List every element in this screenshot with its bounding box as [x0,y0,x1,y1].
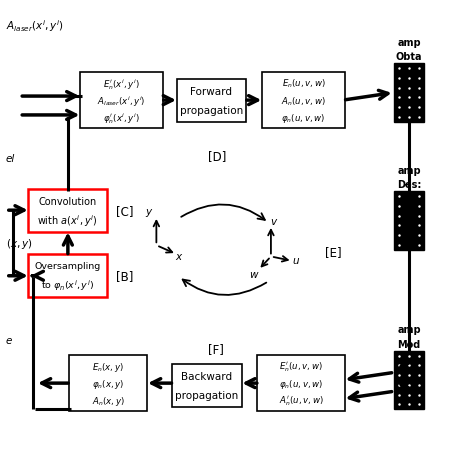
Text: propagation: propagation [175,390,238,400]
Bar [394,192,423,250]
Text: amp: amp [396,37,420,47]
Text: $u$: $u$ [291,255,299,266]
Text: Mod: Mod [396,339,420,349]
Text: $y$: $y$ [145,206,153,218]
Text: $A_{laser}(x^i,y^i)$: $A_{laser}(x^i,y^i)$ [97,94,146,108]
FancyBboxPatch shape [28,255,107,297]
Text: to $\varphi_n(x^i,y^i)$: to $\varphi_n(x^i,y^i)$ [41,278,94,293]
Text: $x$: $x$ [175,252,184,262]
Text: with $a(x^i,y^i)$: with $a(x^i,y^i)$ [37,212,97,228]
Text: propagation: propagation [179,106,243,115]
Text: $v$: $v$ [270,216,278,226]
Text: Backward: Backward [181,371,232,381]
Text: $E^{\prime}_n(x^i,y^i)$: $E^{\prime}_n(x^i,y^i)$ [103,77,140,92]
FancyBboxPatch shape [176,80,246,122]
Text: $\varphi_n(u,v,w)$: $\varphi_n(u,v,w)$ [279,377,322,390]
FancyBboxPatch shape [69,355,147,411]
Text: [E]: [E] [324,246,341,259]
Text: Oversampling: Oversampling [34,262,101,271]
Text: $\varphi_n(u,v,w)$: $\varphi_n(u,v,w)$ [281,112,325,125]
FancyBboxPatch shape [262,73,344,129]
Text: [D]: [D] [207,150,226,162]
Text: $E_n(x,y)$: $E_n(x,y)$ [92,360,124,373]
Text: e: e [6,335,12,345]
Text: [F]: [F] [207,342,223,355]
Text: $A^{\prime}_n(u,v,w)$: $A^{\prime}_n(u,v,w)$ [278,394,323,407]
Text: [B]: [B] [116,270,133,283]
Text: el: el [6,153,15,163]
Text: $A_n(x,y)$: $A_n(x,y)$ [92,394,124,407]
Text: Obta: Obta [395,52,421,62]
Text: $E^{\prime}_n(u,v,w)$: $E^{\prime}_n(u,v,w)$ [279,359,322,373]
Text: [C]: [C] [116,204,133,217]
Text: amp: amp [396,166,420,175]
Text: $w$: $w$ [248,270,258,280]
Text: $(x,y)$: $(x,y)$ [6,236,32,250]
Text: $\varphi^{\prime}_n(x^i,y^i)$: $\varphi^{\prime}_n(x^i,y^i)$ [103,111,140,126]
Bar [394,64,423,122]
Text: Des:: Des: [396,179,420,189]
FancyBboxPatch shape [172,364,241,407]
Text: Forward: Forward [190,87,232,97]
Text: $A_n(u,v,w)$: $A_n(u,v,w)$ [281,95,325,107]
FancyBboxPatch shape [80,73,163,129]
FancyBboxPatch shape [28,189,107,232]
Text: Convolution: Convolution [38,197,97,207]
FancyBboxPatch shape [257,355,344,411]
Text: $A_{laser}(x^i,y^i)$: $A_{laser}(x^i,y^i)$ [6,18,64,34]
Text: amp: amp [396,324,420,335]
Text: $\varphi_n(x,y)$: $\varphi_n(x,y)$ [92,377,124,390]
Bar [394,351,423,409]
Text: $E_n(u,v,w)$: $E_n(u,v,w)$ [281,78,325,90]
